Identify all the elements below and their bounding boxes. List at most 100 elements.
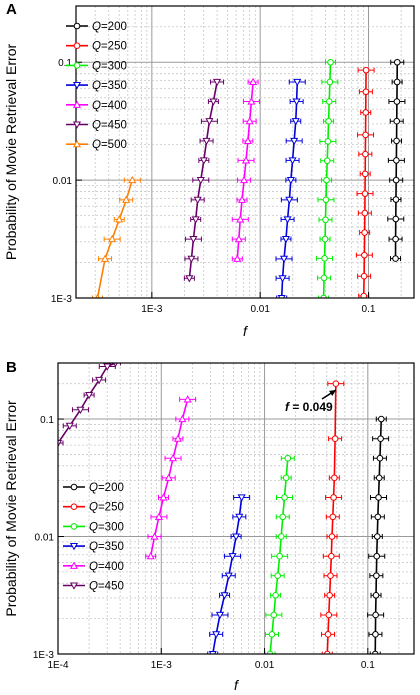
data-point (377, 415, 385, 423)
grid (75, 6, 414, 299)
data-point (213, 78, 222, 87)
data-point (373, 552, 381, 560)
data-point (185, 275, 194, 283)
data-point (293, 78, 302, 87)
legend-label: Q=200 (92, 21, 127, 33)
legend-swatch-marker (72, 121, 82, 129)
y-tick-label: 0.01 (35, 533, 55, 544)
data-point (65, 422, 74, 431)
data-point (215, 611, 225, 620)
data-point (224, 572, 233, 580)
data-point (361, 229, 368, 236)
legend-label: Q=400 (89, 561, 124, 573)
data-point (332, 380, 340, 387)
legend-label: Q=250 (92, 41, 127, 53)
legend-label: Q=350 (92, 80, 127, 92)
data-point (164, 473, 173, 481)
data-point (325, 98, 333, 105)
data-point (281, 494, 288, 501)
data-point (393, 58, 401, 66)
data-point (115, 215, 124, 223)
data-point (373, 572, 380, 580)
data-point (331, 474, 338, 482)
data-point (361, 209, 369, 217)
data-point (237, 494, 246, 502)
legend-item: Q=200 (66, 21, 127, 33)
series-line (362, 70, 367, 297)
data-point (95, 376, 104, 385)
data-point (241, 156, 251, 164)
legend-item: Q=200 (63, 482, 124, 494)
x-tick-label: 0.01 (255, 660, 275, 671)
y-axis-title: Probability of Movie Retrieval Error (3, 400, 19, 617)
data-point (128, 175, 137, 184)
data-point (196, 177, 205, 185)
data-point (284, 454, 292, 462)
data-point (372, 591, 380, 599)
series-q200 (387, 58, 406, 262)
legend-swatch-marker (69, 543, 79, 551)
legend-label: Q=350 (89, 541, 124, 553)
data-point (292, 98, 301, 106)
data-point (146, 551, 155, 560)
x-tick-label: 1E-4 (47, 660, 69, 671)
data-point (323, 176, 330, 184)
series-line (96, 179, 134, 298)
data-point (377, 435, 384, 443)
data-point (325, 611, 333, 619)
data-point (373, 533, 381, 540)
series-q400 (231, 77, 260, 262)
series-q350 (207, 494, 251, 654)
data-point (58, 439, 63, 448)
x-tick-label: 0.01 (250, 304, 270, 315)
data-point (322, 216, 329, 224)
data-point (392, 176, 400, 184)
data-point (202, 137, 211, 146)
legend-item: Q=400 (66, 100, 127, 112)
data-point (362, 150, 369, 158)
legend-swatch-marker (73, 22, 81, 30)
data-point (278, 275, 287, 283)
annotation: f = 0.049 (285, 389, 337, 414)
data-point (375, 474, 383, 482)
data-point (159, 493, 168, 501)
data-point (371, 650, 379, 654)
legend-label: Q=250 (89, 502, 124, 514)
legend-item: Q=350 (63, 541, 124, 553)
data-point (362, 66, 370, 74)
data-point (282, 474, 290, 482)
legend-item: Q=300 (66, 60, 127, 72)
annotation-arrowhead (329, 390, 336, 396)
panel-label: A (6, 1, 17, 18)
series-q300 (264, 454, 295, 654)
data-point (324, 631, 332, 638)
data-point (361, 190, 369, 197)
data-point (205, 118, 214, 126)
data-point (274, 572, 281, 580)
data-point (178, 414, 187, 423)
data-point (393, 78, 401, 86)
series-q450 (183, 78, 225, 283)
series-q400 (145, 395, 197, 560)
data-point (108, 234, 117, 243)
y-tick-label: 0.1 (58, 58, 72, 69)
data-point (279, 513, 287, 521)
data-point (228, 553, 237, 561)
data-point (328, 552, 335, 560)
panel-label: B (6, 359, 17, 376)
data-point (234, 234, 243, 243)
data-point (189, 236, 198, 244)
data-point (362, 131, 369, 139)
data-point (209, 98, 218, 106)
data-point (361, 170, 369, 178)
data-point (286, 177, 295, 185)
plot-frame (57, 362, 415, 655)
data-point (392, 215, 400, 223)
data-point (393, 98, 401, 105)
data-point (362, 109, 370, 116)
legend-swatch-marker (69, 582, 79, 590)
data-point (268, 631, 276, 638)
legend-label: Q=300 (89, 521, 124, 533)
plot-area (91, 58, 406, 298)
